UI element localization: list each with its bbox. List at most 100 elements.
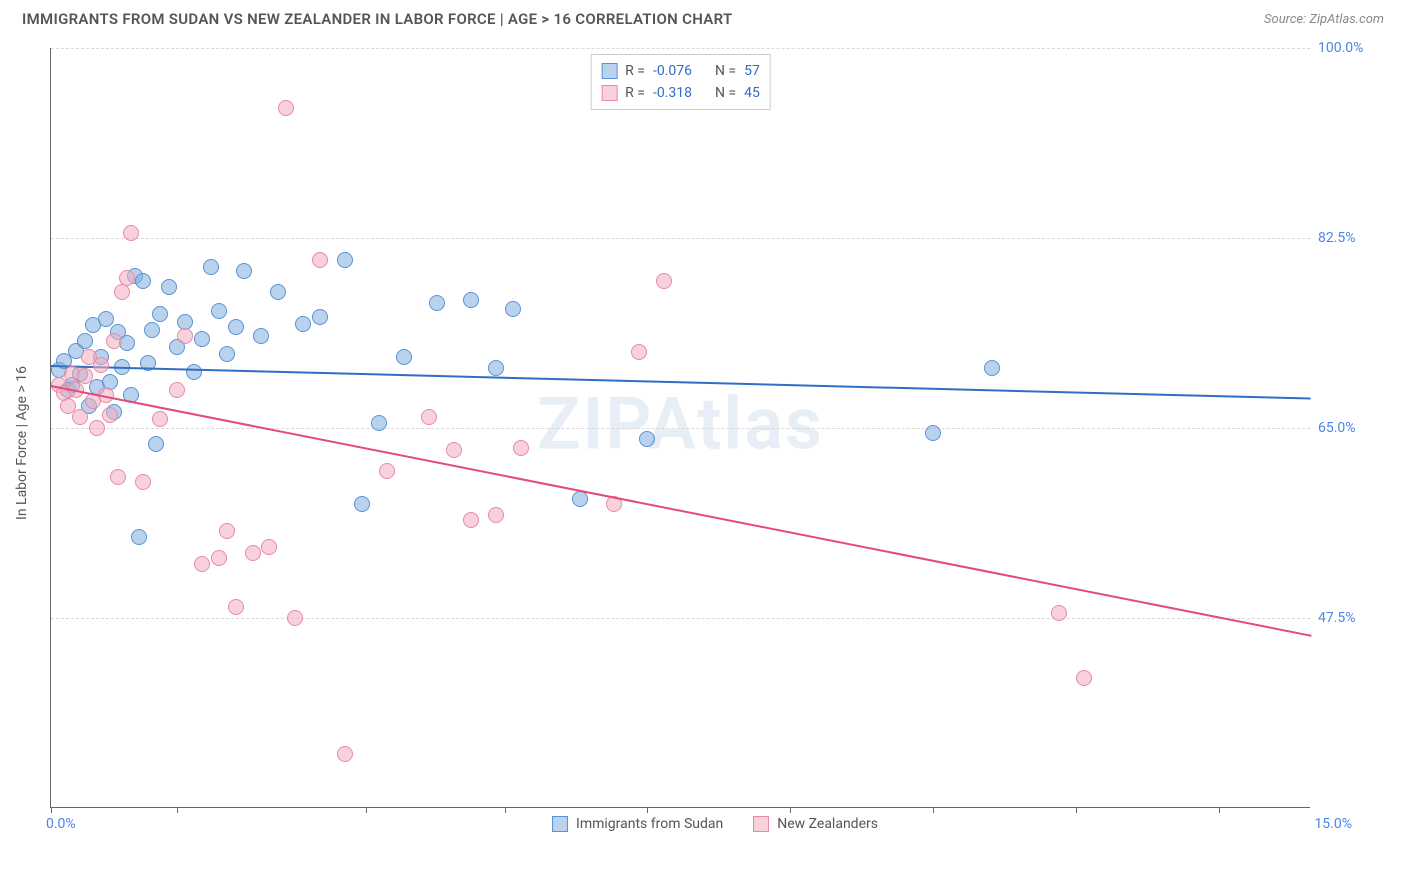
- data-point-nz: [169, 382, 185, 398]
- data-point-sudan: [236, 263, 252, 279]
- y-tick-label: 82.5%: [1318, 230, 1356, 246]
- y-axis-title: In Labor Force | Age > 16: [14, 366, 30, 520]
- data-point-sudan: [984, 360, 1000, 376]
- data-point-nz: [194, 556, 210, 572]
- data-point-nz: [463, 512, 479, 528]
- data-point-sudan: [131, 529, 147, 545]
- data-point-sudan: [98, 311, 114, 327]
- data-point-sudan: [396, 349, 412, 365]
- data-point-nz: [93, 357, 109, 373]
- data-point-sudan: [270, 284, 286, 300]
- data-point-sudan: [371, 415, 387, 431]
- y-tick-label: 47.5%: [1318, 610, 1356, 626]
- data-point-sudan: [186, 364, 202, 380]
- data-point-sudan: [488, 360, 504, 376]
- data-point-sudan: [135, 273, 151, 289]
- data-point-sudan: [194, 331, 210, 347]
- legend-label: Immigrants from Sudan: [576, 816, 723, 832]
- legend-item-nz: New Zealanders: [753, 816, 878, 832]
- x-axis-max-label: 15.0%: [1314, 816, 1352, 832]
- legend-swatch-nz: [753, 816, 769, 832]
- data-point-nz: [446, 442, 462, 458]
- data-point-sudan: [295, 316, 311, 332]
- data-point-nz: [337, 746, 353, 762]
- data-point-sudan: [161, 279, 177, 295]
- legend-r-value: -0.076: [653, 60, 707, 82]
- x-tick: [177, 807, 178, 813]
- legend-r-label: R =: [625, 60, 645, 82]
- data-point-nz: [119, 270, 135, 286]
- legend-corr-row-sudan: R =-0.076N =57: [601, 60, 760, 82]
- data-point-sudan: [639, 431, 655, 447]
- grid-line: [51, 238, 1310, 239]
- x-tick: [933, 807, 934, 813]
- legend-item-sudan: Immigrants from Sudan: [552, 816, 723, 832]
- watermark: ZIPAtlas: [537, 381, 824, 466]
- data-point-nz: [110, 469, 126, 485]
- legend-r-value: -0.318: [653, 82, 707, 104]
- data-point-sudan: [354, 496, 370, 512]
- data-point-nz: [1076, 670, 1092, 686]
- x-tick: [1219, 807, 1220, 813]
- data-point-sudan: [505, 301, 521, 317]
- x-tick: [51, 807, 52, 813]
- data-point-nz: [152, 411, 168, 427]
- trend-line-nz: [51, 385, 1311, 637]
- data-point-sudan: [203, 259, 219, 275]
- grid-line: [51, 618, 1310, 619]
- x-tick: [1076, 807, 1077, 813]
- x-tick: [505, 807, 506, 813]
- data-point-sudan: [429, 295, 445, 311]
- legend-bottom: Immigrants from Sudan New Zealanders: [552, 816, 878, 832]
- data-point-sudan: [312, 309, 328, 325]
- data-point-nz: [219, 523, 235, 539]
- data-point-sudan: [77, 333, 93, 349]
- legend-swatch-nz: [601, 85, 617, 101]
- data-point-nz: [656, 273, 672, 289]
- data-point-sudan: [228, 319, 244, 335]
- legend-n-value: 45: [744, 82, 760, 104]
- correlation-chart: ZIPAtlas R =-0.076N =57R =-0.318N =45 In…: [50, 48, 1380, 838]
- x-tick: [366, 807, 367, 813]
- data-point-nz: [631, 344, 647, 360]
- data-point-nz: [102, 407, 118, 423]
- data-point-nz: [135, 474, 151, 490]
- data-point-nz: [245, 545, 261, 561]
- data-point-nz: [1051, 605, 1067, 621]
- data-point-nz: [261, 539, 277, 555]
- data-point-sudan: [211, 303, 227, 319]
- data-point-sudan: [463, 292, 479, 308]
- legend-correlation-box: R =-0.076N =57R =-0.318N =45: [590, 54, 771, 110]
- data-point-nz: [77, 368, 93, 384]
- grid-line: [51, 48, 1310, 49]
- data-point-sudan: [144, 322, 160, 338]
- data-point-nz: [379, 463, 395, 479]
- y-tick-label: 100.0%: [1318, 40, 1363, 56]
- legend-corr-row-nz: R =-0.318N =45: [601, 82, 760, 104]
- legend-swatch-sudan: [552, 816, 568, 832]
- grid-line: [51, 428, 1310, 429]
- data-point-sudan: [219, 346, 235, 362]
- data-point-nz: [287, 610, 303, 626]
- legend-r-label: R =: [625, 82, 645, 104]
- data-point-sudan: [337, 252, 353, 268]
- data-point-nz: [513, 440, 529, 456]
- data-point-nz: [123, 225, 139, 241]
- data-point-nz: [114, 284, 130, 300]
- data-point-sudan: [253, 328, 269, 344]
- data-point-nz: [488, 507, 504, 523]
- plot-area: ZIPAtlas R =-0.076N =57R =-0.318N =45: [50, 48, 1310, 808]
- trend-line-sudan: [51, 365, 1311, 400]
- data-point-nz: [177, 328, 193, 344]
- data-point-nz: [278, 100, 294, 116]
- data-point-nz: [89, 420, 105, 436]
- data-point-nz: [312, 252, 328, 268]
- data-point-nz: [421, 409, 437, 425]
- data-point-nz: [72, 409, 88, 425]
- x-tick: [790, 807, 791, 813]
- legend-swatch-sudan: [601, 63, 617, 79]
- source-label: Source: ZipAtlas.com: [1264, 12, 1384, 27]
- x-tick: [647, 807, 648, 813]
- legend-label: New Zealanders: [777, 816, 878, 832]
- data-point-sudan: [925, 425, 941, 441]
